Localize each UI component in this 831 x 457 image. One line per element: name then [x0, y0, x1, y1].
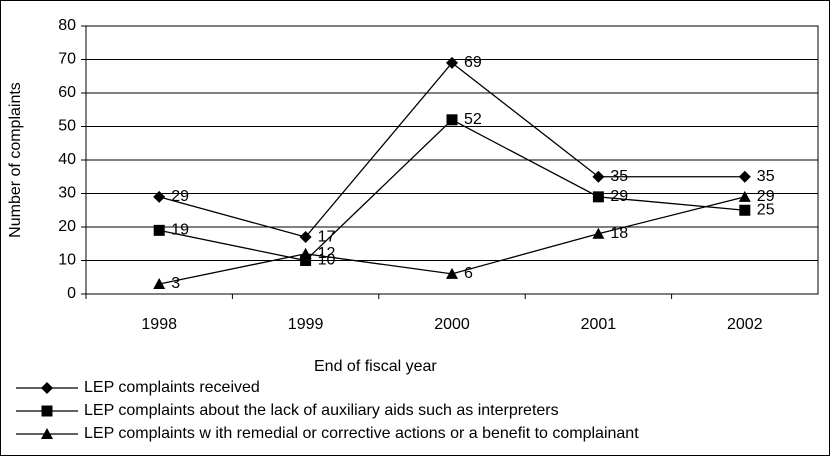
- y-tick-label: 70: [58, 51, 76, 68]
- marker: [299, 247, 312, 259]
- data-label: 25: [757, 201, 775, 218]
- y-tick-label: 50: [58, 118, 76, 135]
- legend-label: LEP complaints about the lack of auxilia…: [84, 402, 559, 419]
- y-tick-label: 30: [58, 185, 76, 202]
- marker: [446, 267, 458, 279]
- y-axis-title: Number of complaints: [7, 82, 24, 238]
- marker: [592, 227, 605, 239]
- marker: [153, 190, 166, 203]
- data-label: 3: [171, 275, 180, 292]
- x-axis-title: End of fiscal year: [314, 358, 437, 375]
- marker: [300, 255, 312, 266]
- data-label: 29: [610, 188, 628, 205]
- y-tick-label: 40: [58, 151, 76, 168]
- marker: [41, 382, 53, 394]
- y-tick-label: 20: [58, 218, 76, 235]
- x-tick-label: 1999: [288, 316, 324, 333]
- data-label: 6: [464, 265, 473, 282]
- y-tick-label: 10: [58, 252, 76, 269]
- marker: [153, 224, 165, 236]
- data-label: 29: [757, 188, 775, 205]
- marker: [41, 405, 53, 417]
- x-tick-label: 1998: [141, 316, 177, 333]
- data-label: 69: [464, 54, 482, 71]
- y-tick-label: 60: [58, 84, 76, 101]
- legend-label: LEP complaints w ith remedial or correct…: [84, 425, 639, 442]
- data-label: 19: [171, 222, 189, 239]
- marker: [446, 56, 458, 69]
- marker: [446, 114, 458, 126]
- marker: [738, 170, 751, 183]
- marker: [41, 428, 53, 439]
- data-label: 17: [318, 228, 336, 245]
- y-tick-label: 80: [58, 17, 76, 34]
- plot-border: [85, 25, 819, 295]
- data-label: 29: [171, 188, 189, 205]
- x-tick-label: 2002: [727, 316, 763, 333]
- data-label: 35: [757, 168, 775, 185]
- x-tick-label: 2001: [581, 316, 617, 333]
- y-tick-label: 0: [67, 285, 76, 302]
- legend-label: LEP complaints received: [84, 379, 260, 396]
- x-tick-label: 2000: [434, 316, 470, 333]
- marker: [592, 170, 605, 183]
- marker: [592, 191, 604, 203]
- marker: [153, 277, 166, 289]
- marker: [299, 231, 312, 244]
- marker: [739, 204, 751, 216]
- data-label: 52: [464, 111, 482, 128]
- data-label: 35: [610, 168, 628, 185]
- marker: [738, 190, 751, 202]
- data-label: 12: [318, 245, 336, 262]
- data-label: 18: [610, 225, 628, 242]
